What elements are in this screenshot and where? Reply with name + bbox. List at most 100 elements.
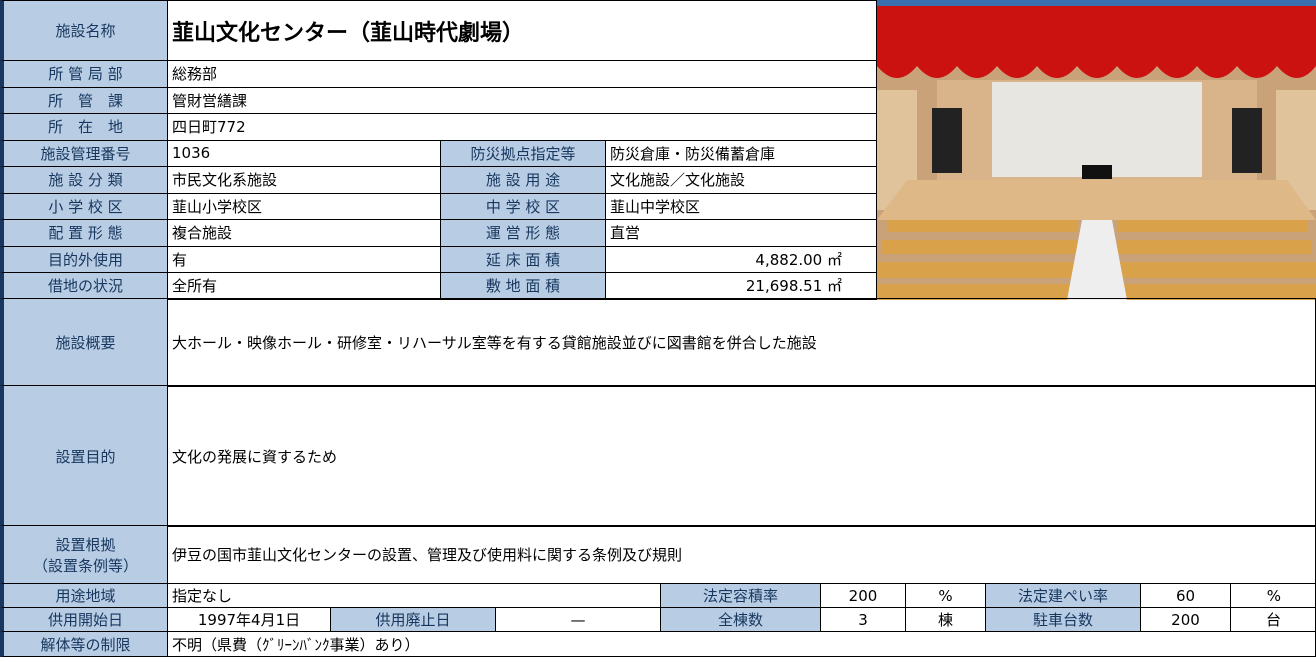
- cell-text: 駐車台数: [1032, 611, 1093, 629]
- cell-text: 所 在 地: [47, 118, 123, 137]
- table-cell: 21,698.51 ㎡: [605, 272, 877, 300]
- table-cell: 3: [820, 607, 906, 632]
- cell-text: 施設管理番号: [40, 144, 131, 163]
- table-cell: 運 営 形 態: [440, 219, 606, 247]
- cell-text: 棟: [937, 611, 953, 629]
- table-cell: 文化施設／文化施設: [605, 166, 877, 194]
- table-cell: 所 在 地: [0, 113, 168, 141]
- cell-text: 台: [1265, 611, 1281, 629]
- cell-text: 目的外使用: [47, 250, 123, 269]
- cell-text: 用途地域: [55, 587, 116, 605]
- cell-text: 200: [848, 586, 878, 605]
- table-cell: 設置根拠 （設置条例等）: [0, 525, 168, 584]
- table-cell: 法定容積率: [660, 583, 821, 608]
- table-cell: 200: [1140, 607, 1231, 632]
- table-cell: 所 管 局 部: [0, 60, 168, 88]
- cell-text: 文化の発展に資するため: [172, 447, 338, 466]
- table-cell: 施設名称: [0, 0, 168, 61]
- cell-text: 複合施設: [172, 224, 233, 243]
- table-cell: 台: [1230, 607, 1316, 632]
- table-cell: 配 置 形 態: [0, 219, 168, 247]
- cell-text: 21,698.51 ㎡: [745, 277, 842, 296]
- cell-text: 四日町772: [172, 118, 246, 137]
- cell-text: 運 営 形 態: [485, 224, 561, 243]
- cell-text: （設置条例等）: [32, 556, 138, 575]
- table-cell: 不明（県費（ｸﾞﾘｰﾝﾊﾞﾝｸ事業）あり）: [167, 631, 1316, 657]
- table-cell: 200: [820, 583, 906, 608]
- cell-text: %: [1266, 586, 1281, 605]
- cell-text: 大ホール・映像ホール・研修室・リハーサル室等を有する貸館施設並びに図書館を併合し…: [172, 334, 817, 352]
- cell-text: 4,882.00 ㎡: [755, 250, 842, 269]
- table-cell: 韮山文化センター（韮山時代劇場）: [167, 0, 877, 61]
- table-cell: %: [905, 583, 986, 608]
- cell-text: 総務部: [172, 65, 218, 84]
- cell-text: 法定容積率: [702, 587, 778, 605]
- facility-photo: [877, 0, 1316, 300]
- table-cell: 伊豆の国市韮山文化センターの設置、管理及び使用料に関する条例及び規則: [167, 525, 1316, 584]
- cell-text: 1997年4月1日: [197, 611, 301, 629]
- cell-text: 有: [172, 250, 188, 269]
- cell-text: 借地の状況: [47, 277, 123, 296]
- cell-text: 施 設 分 類: [48, 171, 123, 190]
- table-cell: 文化の発展に資するため: [167, 385, 1316, 527]
- cell-text: 設置目的: [55, 447, 116, 466]
- table-cell: —: [495, 607, 661, 632]
- table-cell: 複合施設: [167, 219, 441, 247]
- table-cell: 所 管 課: [0, 86, 168, 114]
- cell-text: 小 学 校 区: [48, 197, 123, 216]
- cell-text: 3: [858, 610, 868, 629]
- table-cell: 施設概要: [0, 298, 168, 387]
- table-cell: 有: [167, 245, 441, 273]
- cell-text: 施 設 用 途: [485, 171, 561, 190]
- cell-text: 供用廃止日: [375, 611, 451, 629]
- cell-text: %: [938, 586, 953, 605]
- cell-text: 施設概要: [55, 334, 116, 352]
- cell-text: 全所有: [172, 277, 218, 296]
- table-cell: 駐車台数: [985, 607, 1141, 632]
- table-cell: %: [1230, 583, 1316, 608]
- table-cell: 借地の状況: [0, 272, 168, 300]
- table-cell: 供用開始日: [0, 607, 168, 632]
- table-cell: 施 設 分 類: [0, 166, 168, 194]
- table-cell: 目的外使用: [0, 245, 168, 273]
- table-cell: 指定なし: [167, 583, 661, 608]
- table-cell: 供用廃止日: [330, 607, 496, 632]
- cell-text: 供用開始日: [47, 611, 123, 629]
- table-cell: 棟: [905, 607, 986, 632]
- table-cell: 防災倉庫・防災備蓄倉庫: [605, 139, 877, 167]
- cell-text: 施設名称: [55, 22, 116, 40]
- cell-text: 防災倉庫・防災備蓄倉庫: [610, 144, 776, 163]
- cell-text: 防災拠点指定等: [470, 144, 576, 163]
- table-cell: 延 床 面 積: [440, 245, 606, 273]
- table-cell: 施設管理番号: [0, 139, 168, 167]
- cell-text: 韮山小学校区: [172, 197, 263, 216]
- table-cell: 大ホール・映像ホール・研修室・リハーサル室等を有する貸館施設並びに図書館を併合し…: [167, 298, 1316, 387]
- cell-text: 所 管 局 部: [48, 65, 123, 84]
- table-cell: 小 学 校 区: [0, 192, 168, 220]
- cell-text: 韮山文化センター（韮山時代劇場）: [172, 20, 525, 46]
- table-cell: 防災拠点指定等: [440, 139, 606, 167]
- cell-text: 200: [1171, 610, 1200, 629]
- cell-text: —: [570, 610, 586, 629]
- cell-text: 解体等の制限: [40, 635, 131, 654]
- cell-text: 所 管 課: [47, 91, 123, 110]
- cell-text: 敷 地 面 積: [485, 277, 561, 296]
- cell-text: 配 置 形 態: [48, 224, 123, 243]
- cell-text: 韮山中学校区: [610, 197, 701, 216]
- cell-text: 法定建ぺい率: [1017, 587, 1108, 605]
- cell-text: 60: [1175, 586, 1196, 605]
- cell-text: 管財営繕課: [172, 91, 248, 110]
- table-cell: 全棟数: [660, 607, 821, 632]
- table-cell: 韮山小学校区: [167, 192, 441, 220]
- cell-text: 中 学 校 区: [485, 197, 561, 216]
- table-cell: 韮山中学校区: [605, 192, 877, 220]
- table-cell: 解体等の制限: [0, 631, 168, 657]
- table-cell: 四日町772: [167, 113, 877, 141]
- table-cell: 法定建ぺい率: [985, 583, 1141, 608]
- cell-text: 直営: [610, 224, 641, 243]
- table-cell: 総務部: [167, 60, 877, 88]
- cell-text: 全棟数: [717, 611, 763, 629]
- cell-text: 市民文化系施設: [172, 171, 278, 190]
- table-cell: 市民文化系施設: [167, 166, 441, 194]
